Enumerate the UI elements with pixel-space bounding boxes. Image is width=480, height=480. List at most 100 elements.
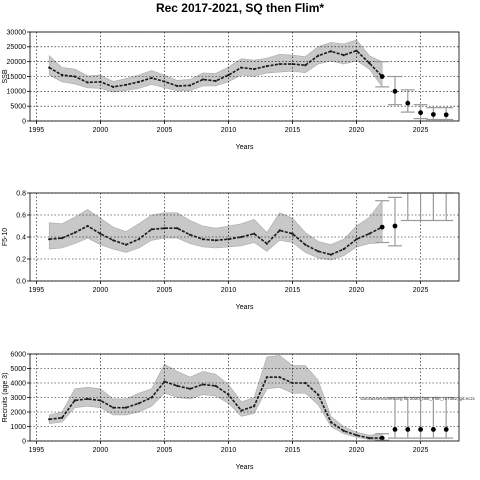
y-tick-label: 3000 <box>10 395 26 402</box>
data-point <box>253 232 256 235</box>
data-point <box>176 84 179 88</box>
data-point <box>355 238 358 241</box>
data-point <box>355 434 358 437</box>
data-point <box>112 406 115 409</box>
projection-point <box>430 427 436 432</box>
data-point <box>86 81 89 84</box>
data-point <box>368 437 371 440</box>
data-point <box>201 238 204 241</box>
x-tick-label: 2000 <box>93 127 109 134</box>
confidence-band <box>48 39 383 93</box>
x-tick-label: 2000 <box>93 287 109 294</box>
projection-point <box>443 427 449 432</box>
data-point <box>329 50 333 53</box>
projection-point <box>418 110 423 116</box>
data-point <box>188 84 192 87</box>
data-point <box>112 85 115 88</box>
data-point <box>99 232 102 235</box>
data-point <box>163 380 166 383</box>
data-point <box>73 75 76 78</box>
data-point <box>265 242 269 245</box>
main-title: Rec 2017-2021, SQ then Flim* <box>156 1 324 15</box>
data-point <box>99 80 102 83</box>
data-point <box>240 235 243 239</box>
x-tick-label: 1995 <box>29 287 45 294</box>
data-point <box>253 67 256 71</box>
projection-point <box>392 88 398 94</box>
data-point <box>368 62 371 65</box>
x-tick-label: 2025 <box>413 447 429 454</box>
data-point <box>60 237 64 240</box>
fit-note: stockassessment.org fit: 2020_fast_Flim_… <box>360 396 476 401</box>
data-point <box>214 239 217 242</box>
y-tick-label: 0 <box>22 438 26 445</box>
y-tick-label: 1000 <box>10 424 26 431</box>
panel-recruits: 1995 2000 2005 2010 2015 2020 2025 Years 0 1000 20… <box>2 351 460 471</box>
x-tick-label: 2025 <box>413 127 429 134</box>
x-tick-label: 2015 <box>285 287 301 294</box>
projection-point <box>392 223 398 229</box>
projection-point <box>430 112 436 117</box>
x-tick-label: 2020 <box>349 447 365 454</box>
x-tick-label: 2015 <box>285 447 301 454</box>
y-tick-label: 5000 <box>10 366 26 373</box>
y-tick-label: 0.0 <box>16 278 26 285</box>
data-point <box>329 421 333 424</box>
y-tick-label: 25000 <box>7 44 27 51</box>
panel-ssb: 1995 2000 2005 2010 2015 2020 2025 Years 0 5000 10… <box>2 29 460 151</box>
confidence-band <box>48 355 383 441</box>
data-point <box>48 66 51 69</box>
data-point <box>137 80 140 83</box>
y-axis-label: SSB <box>2 69 9 83</box>
data-point <box>48 418 51 421</box>
x-tick-label: 2010 <box>221 447 237 454</box>
data-point <box>240 409 243 412</box>
data-point <box>278 62 281 66</box>
data-point <box>86 224 89 228</box>
data-point <box>201 78 204 81</box>
data-point <box>48 238 51 241</box>
x-tick-label: 1995 <box>29 447 45 454</box>
y-tick-label: 4000 <box>10 380 26 387</box>
data-point <box>291 62 294 66</box>
y-tick-label: 6000 <box>10 351 26 358</box>
y-axis-label: Recruits (age 3) <box>2 373 9 423</box>
x-tick-label: 1995 <box>29 127 45 134</box>
data-point <box>150 76 153 80</box>
x-tick-label: 2000 <box>93 447 109 454</box>
data-point <box>176 227 179 230</box>
y-tick-label: 5000 <box>10 103 26 110</box>
data-point <box>317 54 320 57</box>
data-point <box>304 243 307 246</box>
data-point <box>278 229 281 232</box>
data-point <box>124 243 128 246</box>
data-point <box>137 238 140 241</box>
data-point <box>176 384 179 387</box>
data-point <box>304 64 307 67</box>
terminal-point <box>379 224 385 230</box>
projection-point <box>443 112 449 118</box>
data-point <box>73 399 76 402</box>
y-axis-label: F5-10 <box>2 228 9 246</box>
data-point <box>201 383 204 386</box>
data-point <box>99 399 102 402</box>
projection-point <box>405 427 411 432</box>
x-tick-label: 2020 <box>349 127 365 134</box>
data-point <box>60 416 64 419</box>
projection-point <box>392 427 398 432</box>
data-point <box>163 80 166 83</box>
y-tick-label: 0 <box>22 118 26 125</box>
data-point <box>317 393 320 396</box>
projection-point <box>418 427 423 432</box>
data-point <box>355 49 358 52</box>
data-point <box>227 393 230 396</box>
projection-point <box>405 100 411 106</box>
data-point <box>214 79 217 83</box>
x-tick-label: 2020 <box>349 287 365 294</box>
data-point <box>278 376 281 379</box>
data-point <box>73 231 76 234</box>
data-point <box>227 238 230 241</box>
data-point <box>342 248 345 251</box>
confidence-band <box>48 199 383 261</box>
